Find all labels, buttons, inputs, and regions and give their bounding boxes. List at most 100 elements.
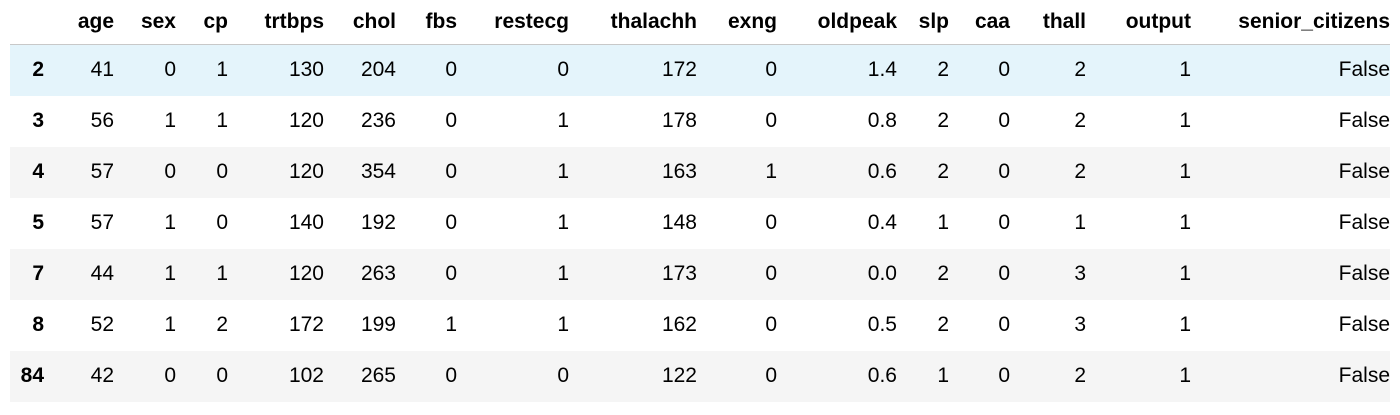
cell-thalachh: 178 — [661, 109, 697, 132]
column-header-slp[interactable]: slp — [908, 0, 960, 45]
row-index: 3 — [32, 109, 44, 132]
cell-senior-citizens: False — [1338, 211, 1390, 234]
column-header-chol[interactable]: chol — [335, 0, 407, 45]
cell-exng: 0 — [765, 364, 777, 387]
column-header-trtbps[interactable]: trtbps — [239, 0, 335, 45]
cell-senior-citizens: False — [1338, 58, 1390, 82]
cell-caa: 0 — [998, 160, 1010, 183]
cell-oldpeak: 0.6 — [867, 364, 897, 387]
cell-chol: 354 — [360, 160, 396, 183]
cell-oldpeak: 0.4 — [867, 211, 897, 234]
cell-fbs: 0 — [445, 109, 457, 132]
cell-sex: 0 — [164, 160, 176, 183]
column-header-oldpeak[interactable]: oldpeak — [788, 0, 908, 45]
cell-fbs: 0 — [445, 262, 457, 285]
column-header-fbs[interactable]: fbs — [407, 0, 468, 45]
row-index: 2 — [32, 58, 44, 82]
cell-slp: 2 — [937, 262, 949, 285]
cell-output: 1 — [1179, 160, 1191, 183]
column-header-exng[interactable]: exng — [708, 0, 788, 45]
row-index: 8 — [32, 313, 44, 336]
cell-restecg: 1 — [557, 313, 569, 336]
cell-thalachh: 173 — [661, 262, 697, 285]
cell-thalachh: 172 — [661, 58, 697, 82]
cell-slp: 2 — [937, 58, 949, 82]
table-row[interactable]: 8 52 1 2 172 199 1 1 162 0 0.5 2 0 3 1 False — [10, 299, 1390, 351]
cell-trtbps: 140 — [288, 211, 324, 234]
table-row[interactable]: 4 57 0 0 120 354 0 1 163 1 0.6 2 0 2 1 False — [10, 146, 1390, 198]
cell-thall: 2 — [1074, 160, 1086, 183]
column-header-cp[interactable]: cp — [187, 0, 239, 45]
column-header-age[interactable]: age — [55, 0, 125, 45]
cell-caa: 0 — [998, 109, 1010, 132]
cell-restecg: 1 — [557, 262, 569, 285]
cell-age: 57 — [90, 160, 114, 183]
table-row[interactable]: 5 57 1 0 140 192 0 1 148 0 0.4 1 0 1 1 False — [10, 197, 1390, 249]
cell-slp: 1 — [937, 364, 949, 387]
cell-oldpeak: 0.5 — [867, 313, 897, 336]
dataframe-table: age sex cp trtbps chol fbs restecg thalachh exng… — [10, 0, 1390, 402]
cell-cp: 2 — [216, 313, 228, 336]
row-index: 5 — [32, 211, 44, 234]
cell-exng: 0 — [765, 109, 777, 132]
cell-output: 1 — [1179, 58, 1191, 82]
cell-chol: 192 — [360, 211, 396, 234]
cell-output: 1 — [1179, 211, 1191, 234]
cell-thalachh: 148 — [661, 211, 697, 234]
cell-age: 57 — [90, 211, 114, 234]
table-header: age sex cp trtbps chol fbs restecg thalachh exng… — [10, 0, 1390, 45]
cell-thall: 2 — [1074, 109, 1086, 132]
column-header-sex[interactable]: sex — [125, 0, 187, 45]
cell-senior-citizens: False — [1338, 364, 1390, 387]
header-row: age sex cp trtbps chol fbs restecg thalachh exng… — [10, 0, 1390, 45]
table-row[interactable]: 2 41 0 1 130 204 0 0 172 0 1.4 2 0 2 1 False — [10, 44, 1390, 96]
cell-trtbps: 120 — [288, 262, 324, 285]
cell-chol: 265 — [360, 364, 396, 387]
cell-thall: 3 — [1074, 262, 1086, 285]
cell-fbs: 0 — [445, 211, 457, 234]
column-header-output[interactable]: output — [1097, 0, 1202, 45]
table-row[interactable]: 84 42 0 0 102 265 0 0 122 0 0.6 1 0 2 1 False — [10, 350, 1390, 402]
cell-sex: 1 — [164, 262, 176, 285]
column-header-senior-citizens[interactable]: senior_citizens — [1202, 0, 1390, 45]
column-header-caa[interactable]: caa — [960, 0, 1021, 45]
cell-sex: 1 — [164, 313, 176, 336]
cell-senior-citizens: False — [1338, 109, 1390, 132]
table-row[interactable]: 3 56 1 1 120 236 0 1 178 0 0.8 2 0 2 1 False — [10, 95, 1390, 147]
cell-oldpeak: 0.6 — [867, 160, 897, 183]
column-header-thall[interactable]: thall — [1021, 0, 1097, 45]
cell-output: 1 — [1179, 262, 1191, 285]
cell-senior-citizens: False — [1338, 313, 1390, 336]
cell-trtbps: 172 — [288, 313, 324, 336]
index-header — [10, 0, 55, 45]
cell-senior-citizens: False — [1338, 160, 1390, 183]
cell-exng: 0 — [765, 211, 777, 234]
cell-trtbps: 130 — [288, 58, 324, 82]
table-row[interactable]: 7 44 1 1 120 263 0 1 173 0 0.0 2 0 3 1 False — [10, 248, 1390, 300]
cell-thall: 3 — [1074, 313, 1086, 336]
cell-fbs: 0 — [445, 364, 457, 387]
cell-trtbps: 120 — [288, 109, 324, 132]
cell-cp: 1 — [216, 262, 228, 285]
cell-exng: 0 — [765, 58, 777, 82]
cell-age: 56 — [90, 109, 114, 132]
cell-senior-citizens: False — [1338, 262, 1390, 285]
column-header-restecg[interactable]: restecg — [468, 0, 580, 45]
cell-fbs: 0 — [445, 160, 457, 183]
cell-sex: 0 — [164, 364, 176, 387]
cell-output: 1 — [1179, 313, 1191, 336]
cell-caa: 0 — [998, 58, 1010, 82]
cell-restecg: 1 — [557, 211, 569, 234]
cell-restecg: 1 — [557, 109, 569, 132]
cell-chol: 199 — [360, 313, 396, 336]
cell-age: 42 — [90, 364, 114, 387]
cell-fbs: 0 — [445, 58, 457, 82]
cell-slp: 2 — [937, 160, 949, 183]
cell-exng: 0 — [765, 313, 777, 336]
row-index: 84 — [20, 364, 44, 387]
column-header-thalachh[interactable]: thalachh — [580, 0, 708, 45]
cell-restecg: 1 — [557, 160, 569, 183]
cell-caa: 0 — [998, 364, 1010, 387]
cell-sex: 1 — [164, 211, 176, 234]
cell-fbs: 1 — [445, 313, 457, 336]
